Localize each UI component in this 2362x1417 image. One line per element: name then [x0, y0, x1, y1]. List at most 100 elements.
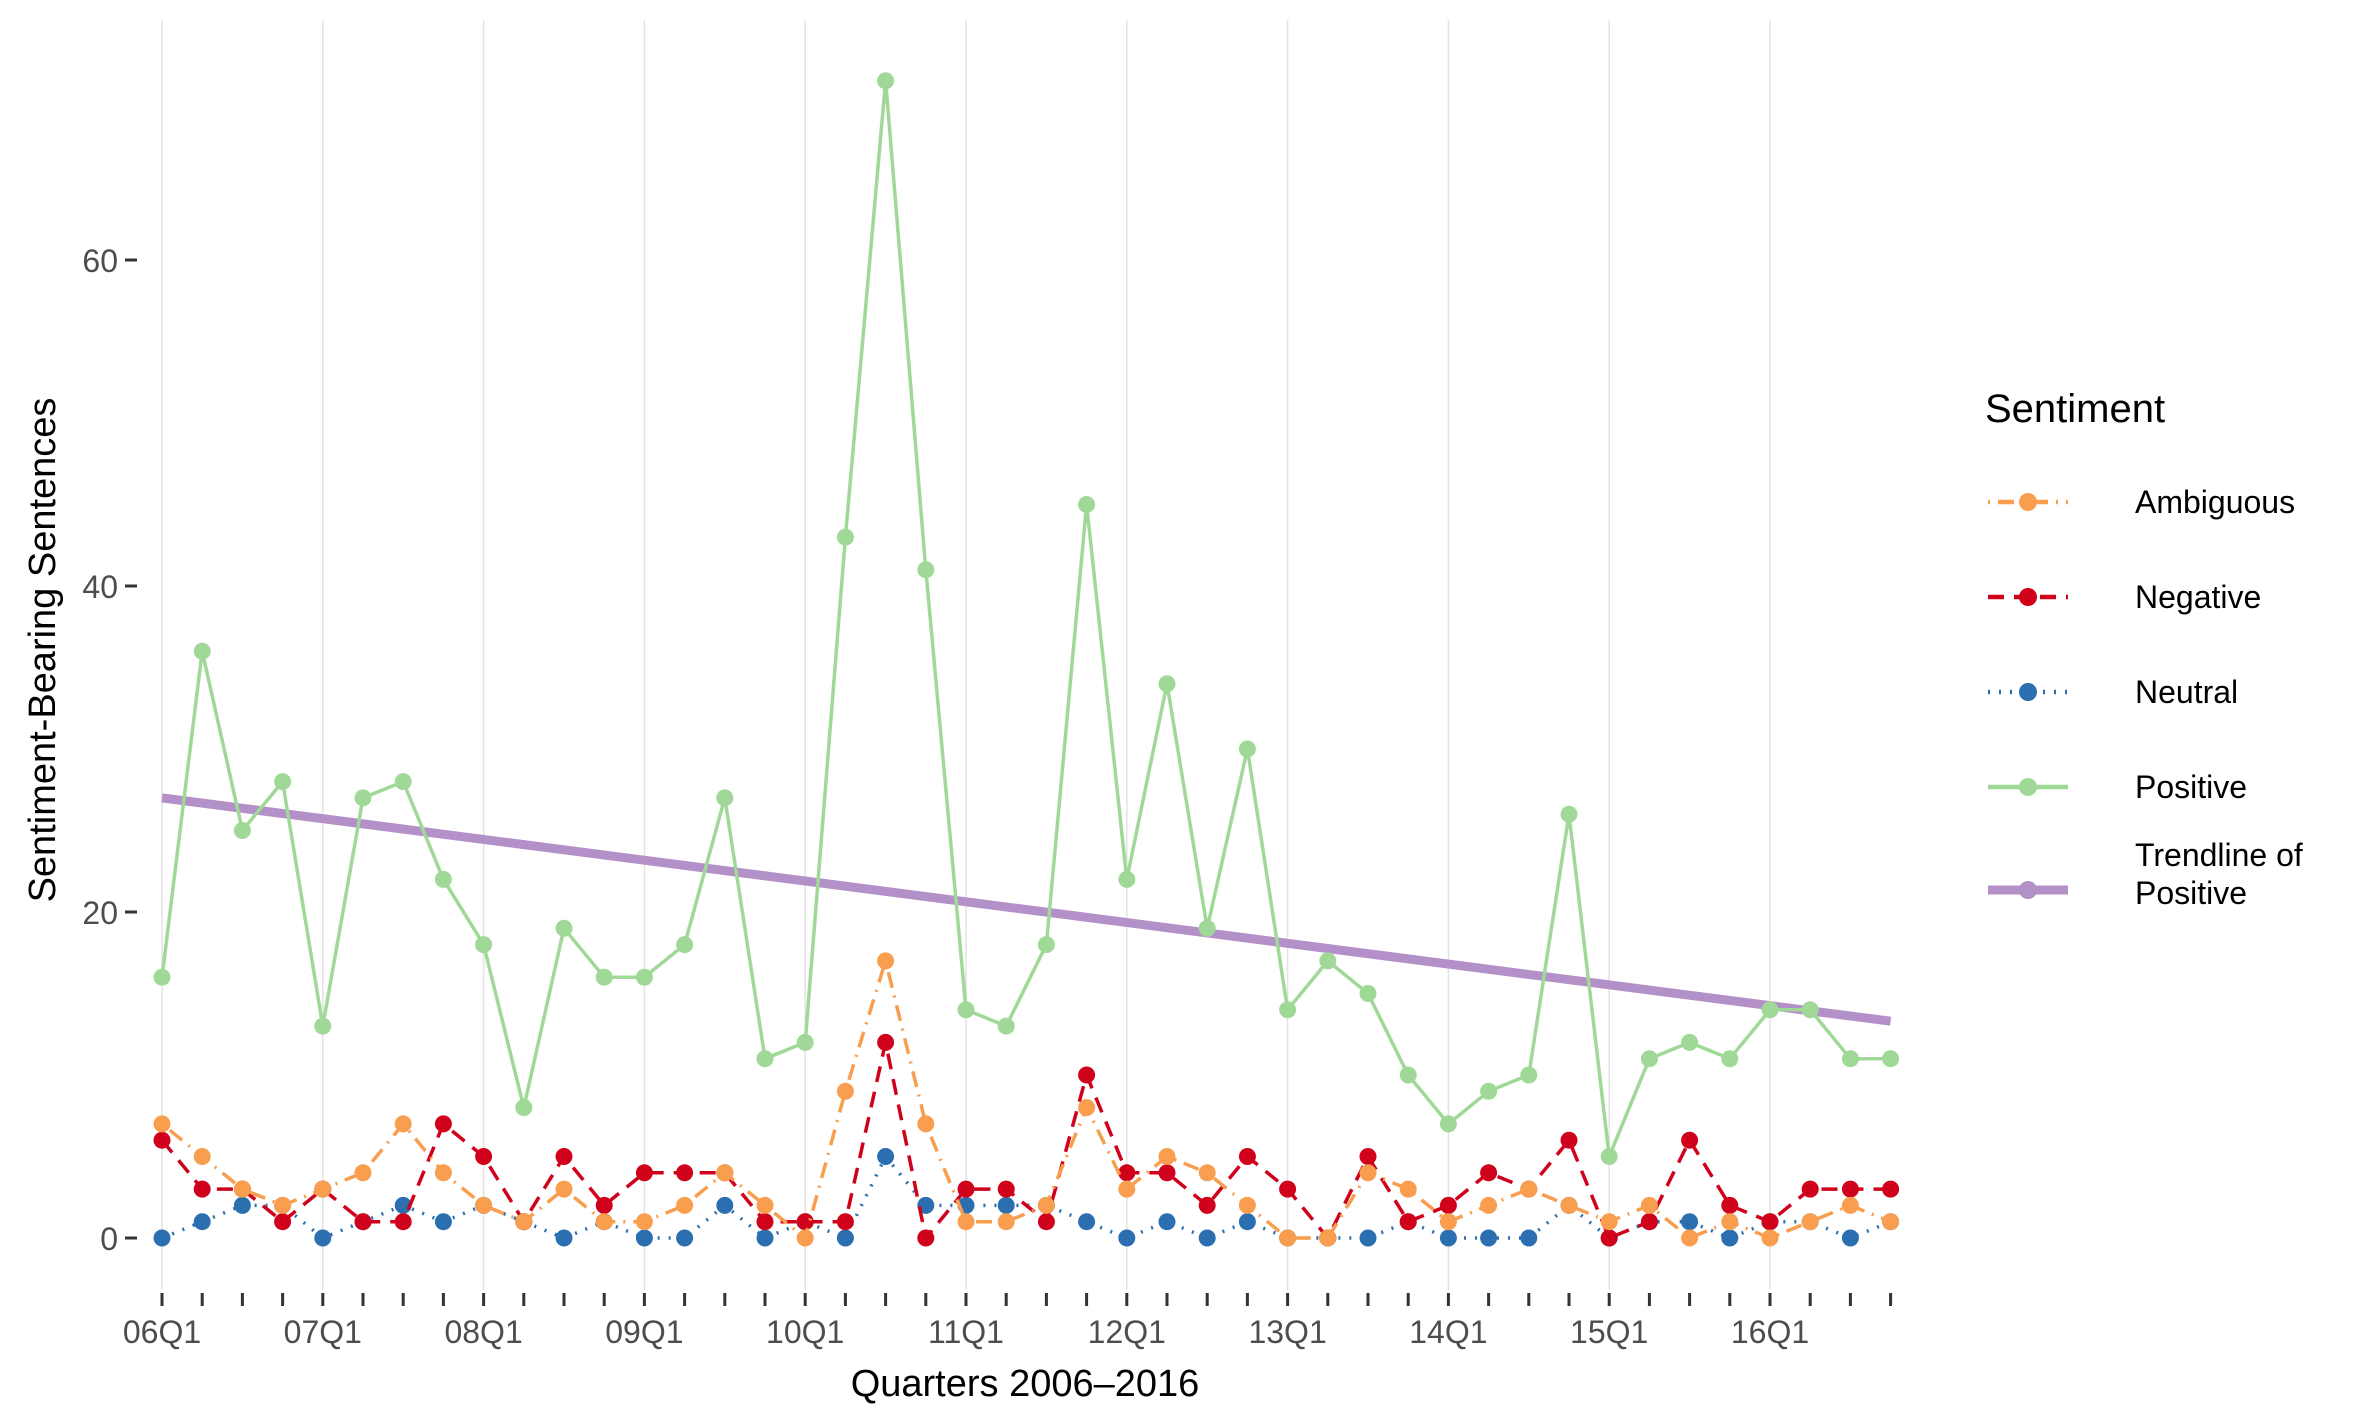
data-point-ambiguous-27 — [1238, 1196, 1256, 1214]
data-point-neutral-38 — [1681, 1213, 1699, 1231]
data-point-negative-27 — [1238, 1148, 1256, 1165]
data-point-ambiguous-21 — [997, 1213, 1015, 1231]
legend-item-neutral: Neutral — [1988, 674, 2238, 710]
data-point-neutral-42 — [1841, 1229, 1859, 1247]
data-point-ambiguous-22 — [1037, 1196, 1055, 1214]
data-point-ambiguous-7 — [434, 1164, 452, 1182]
data-point-neutral-27 — [1238, 1213, 1256, 1231]
data-point-positive-29 — [1319, 952, 1337, 970]
data-point-positive-34 — [1520, 1066, 1538, 1084]
data-point-neutral-10 — [555, 1229, 573, 1247]
data-point-positive-5 — [354, 789, 372, 807]
data-point-neutral-21 — [997, 1196, 1015, 1214]
data-point-neutral-33 — [1480, 1229, 1498, 1247]
data-point-positive-8 — [475, 936, 493, 954]
data-point-positive-1 — [193, 642, 211, 660]
x-tick-label-12Q1: 12Q1 — [1088, 1314, 1166, 1350]
data-point-negative-20 — [957, 1180, 975, 1198]
legend-marker-positive — [2019, 778, 2037, 796]
data-point-neutral-4 — [314, 1229, 332, 1247]
data-point-negative-22 — [1037, 1213, 1055, 1231]
y-tick-label-0: 0 — [100, 1221, 118, 1257]
data-point-negative-31 — [1399, 1213, 1417, 1231]
data-point-positive-25 — [1158, 675, 1176, 693]
data-point-ambiguous-29 — [1319, 1229, 1337, 1247]
data-point-ambiguous-5 — [354, 1164, 372, 1182]
x-tick-label-13Q1: 13Q1 — [1248, 1314, 1326, 1350]
data-point-positive-22 — [1037, 936, 1055, 954]
data-point-positive-13 — [676, 936, 694, 954]
data-point-neutral-32 — [1439, 1229, 1457, 1247]
data-point-positive-19 — [917, 561, 935, 579]
data-point-negative-39 — [1721, 1196, 1739, 1214]
legend-label-positive: Positive — [2135, 769, 2247, 805]
data-point-neutral-17 — [836, 1229, 854, 1247]
x-tick-label-08Q1: 08Q1 — [444, 1314, 522, 1350]
data-point-negative-3 — [274, 1213, 292, 1231]
data-point-ambiguous-6 — [394, 1115, 412, 1133]
data-point-negative-21 — [997, 1180, 1015, 1198]
data-point-positive-39 — [1721, 1050, 1739, 1068]
data-point-negative-32 — [1439, 1196, 1457, 1214]
x-tick-label-09Q1: 09Q1 — [605, 1314, 683, 1350]
trendline-positive — [161, 793, 1892, 1026]
data-point-negative-10 — [555, 1148, 573, 1165]
data-point-negative-40 — [1761, 1213, 1779, 1231]
data-point-ambiguous-36 — [1600, 1213, 1618, 1231]
vertical-gridlines — [161, 20, 1771, 1290]
data-point-ambiguous-2 — [233, 1180, 251, 1198]
legend-item-negative: Negative — [1988, 579, 2261, 615]
data-point-positive-9 — [515, 1099, 533, 1117]
data-point-neutral-7 — [434, 1213, 452, 1231]
data-point-neutral-25 — [1158, 1213, 1176, 1231]
data-point-positive-3 — [274, 773, 292, 791]
data-point-negative-11 — [595, 1196, 613, 1214]
data-point-ambiguous-33 — [1480, 1196, 1498, 1214]
series-line-positive — [160, 78, 1891, 1159]
data-point-positive-23 — [1078, 496, 1096, 513]
data-point-ambiguous-39 — [1721, 1213, 1739, 1231]
data-point-ambiguous-20 — [957, 1213, 975, 1231]
data-point-negative-16 — [796, 1213, 814, 1231]
data-point-ambiguous-28 — [1279, 1229, 1297, 1247]
data-point-ambiguous-40 — [1761, 1229, 1779, 1247]
data-point-ambiguous-12 — [635, 1213, 653, 1231]
data-point-positive-36 — [1600, 1148, 1618, 1165]
data-point-neutral-15 — [756, 1229, 774, 1247]
data-point-negative-15 — [756, 1213, 774, 1231]
data-point-negative-0 — [153, 1131, 171, 1149]
legend-label-neutral: Neutral — [2135, 674, 2238, 710]
data-point-positive-21 — [997, 1017, 1015, 1035]
legend: Sentiment Ambiguous Negative Neutral Positi… — [1985, 387, 2303, 911]
series-line-neutral — [161, 1154, 1892, 1240]
data-point-ambiguous-13 — [676, 1196, 694, 1214]
legend-marker-trendline-of-positive — [2019, 881, 2037, 899]
data-point-positive-41 — [1801, 1001, 1819, 1019]
data-point-negative-25 — [1158, 1164, 1176, 1182]
data-point-ambiguous-30 — [1359, 1164, 1377, 1182]
data-point-negative-18 — [877, 1033, 895, 1051]
data-point-neutral-1 — [193, 1213, 211, 1231]
x-tick-label-06Q1: 06Q1 — [123, 1314, 201, 1350]
data-point-positive-27 — [1238, 740, 1256, 758]
legend-marker-neutral — [2019, 683, 2037, 701]
legend-marker-ambiguous — [2019, 493, 2037, 511]
data-point-positive-17 — [836, 528, 854, 546]
data-point-neutral-39 — [1721, 1229, 1739, 1247]
data-point-neutral-0 — [153, 1229, 171, 1247]
data-point-neutral-23 — [1078, 1213, 1096, 1231]
legend-label-negative: Negative — [2135, 579, 2261, 615]
data-point-positive-2 — [233, 822, 251, 839]
data-point-neutral-14 — [716, 1196, 734, 1214]
data-point-ambiguous-11 — [595, 1213, 613, 1231]
data-point-negative-7 — [434, 1115, 452, 1133]
legend-title: Sentiment — [1985, 387, 2165, 431]
x-tick-label-10Q1: 10Q1 — [766, 1314, 844, 1350]
data-point-positive-24 — [1118, 870, 1136, 888]
data-point-negative-36 — [1600, 1229, 1618, 1247]
data-point-negative-28 — [1279, 1180, 1297, 1198]
data-point-ambiguous-23 — [1078, 1099, 1096, 1117]
data-point-negative-1 — [193, 1180, 211, 1198]
data-point-negative-19 — [917, 1229, 935, 1247]
